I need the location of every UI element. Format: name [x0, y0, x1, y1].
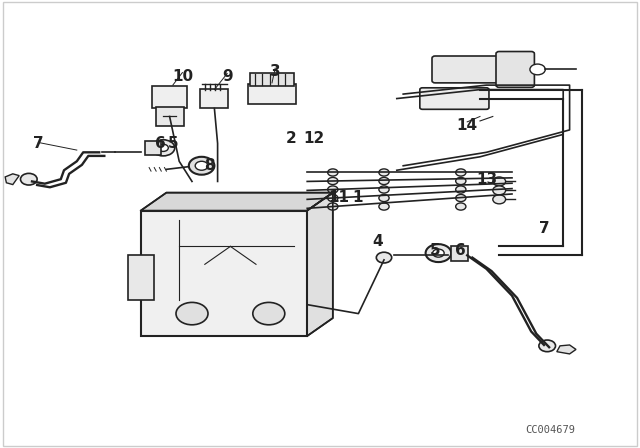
Polygon shape: [307, 193, 333, 336]
Text: 11: 11: [329, 190, 349, 205]
Circle shape: [379, 203, 389, 210]
Text: 6: 6: [456, 243, 466, 258]
FancyBboxPatch shape: [451, 246, 468, 261]
Circle shape: [195, 161, 208, 170]
Circle shape: [152, 140, 175, 156]
Circle shape: [328, 194, 338, 202]
FancyBboxPatch shape: [248, 84, 296, 104]
Text: 5: 5: [168, 136, 178, 151]
Text: 7: 7: [33, 136, 44, 151]
Circle shape: [379, 186, 389, 193]
Circle shape: [376, 252, 392, 263]
Text: 6: 6: [155, 136, 165, 151]
Circle shape: [456, 186, 466, 193]
Polygon shape: [5, 174, 19, 185]
Circle shape: [456, 203, 466, 210]
Polygon shape: [141, 193, 333, 211]
Text: CC004679: CC004679: [525, 425, 575, 435]
FancyBboxPatch shape: [152, 86, 187, 108]
Circle shape: [379, 169, 389, 176]
Text: 4: 4: [372, 234, 383, 250]
Circle shape: [379, 194, 389, 202]
Circle shape: [328, 186, 338, 193]
Text: 14: 14: [456, 118, 478, 133]
Text: 12: 12: [303, 131, 324, 146]
Circle shape: [493, 177, 506, 186]
Text: 7: 7: [539, 221, 549, 236]
FancyBboxPatch shape: [141, 211, 307, 336]
Circle shape: [328, 203, 338, 210]
Circle shape: [328, 177, 338, 185]
Text: 1: 1: [352, 190, 362, 205]
Polygon shape: [557, 345, 576, 354]
Circle shape: [426, 244, 451, 262]
Circle shape: [456, 177, 466, 185]
Circle shape: [433, 249, 444, 257]
Circle shape: [189, 157, 214, 175]
Circle shape: [20, 173, 37, 185]
Text: 8: 8: [205, 158, 215, 173]
Text: 9: 9: [222, 69, 232, 84]
Circle shape: [253, 302, 285, 325]
Circle shape: [539, 340, 556, 352]
Text: 10: 10: [172, 69, 193, 84]
FancyBboxPatch shape: [496, 52, 534, 87]
Circle shape: [158, 144, 168, 151]
Circle shape: [493, 195, 506, 204]
FancyBboxPatch shape: [432, 56, 515, 83]
FancyBboxPatch shape: [200, 89, 228, 108]
FancyBboxPatch shape: [128, 255, 154, 300]
FancyBboxPatch shape: [420, 88, 489, 109]
Circle shape: [379, 177, 389, 185]
Text: 3: 3: [270, 64, 280, 79]
Circle shape: [530, 64, 545, 75]
Text: 2: 2: [286, 131, 296, 146]
FancyBboxPatch shape: [250, 73, 294, 86]
Text: 13: 13: [476, 172, 497, 187]
Circle shape: [493, 186, 506, 195]
Circle shape: [176, 302, 208, 325]
Circle shape: [456, 194, 466, 202]
Circle shape: [328, 169, 338, 176]
FancyBboxPatch shape: [156, 107, 184, 126]
Text: 5: 5: [430, 243, 440, 258]
FancyBboxPatch shape: [145, 141, 161, 155]
Circle shape: [456, 169, 466, 176]
